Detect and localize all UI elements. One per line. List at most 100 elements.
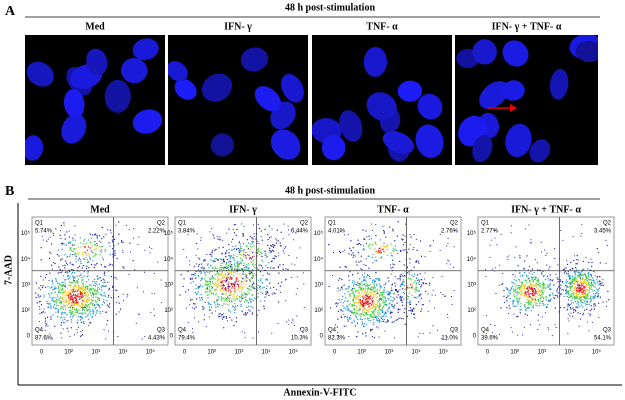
event (367, 274, 368, 275)
event (110, 264, 111, 265)
event (229, 317, 230, 318)
event (248, 255, 249, 256)
event (80, 336, 81, 337)
event (227, 272, 228, 273)
event (577, 275, 578, 276)
event (260, 288, 261, 289)
event (358, 240, 359, 241)
event (413, 247, 414, 248)
event (519, 309, 520, 310)
event (190, 282, 191, 283)
event (118, 243, 119, 244)
event (196, 298, 197, 299)
event (589, 304, 590, 305)
event (83, 246, 84, 247)
event (363, 306, 364, 307)
event (571, 303, 572, 304)
event (583, 294, 584, 295)
quadrant-value: 4.43% (148, 336, 166, 342)
event (381, 286, 382, 287)
event (528, 302, 529, 303)
event (379, 279, 380, 280)
event (114, 252, 115, 253)
event (246, 264, 247, 265)
event (223, 327, 224, 328)
event (380, 239, 381, 240)
event (582, 302, 583, 303)
event (571, 296, 572, 297)
event (246, 268, 247, 269)
event (264, 254, 265, 255)
event (366, 324, 367, 325)
event (416, 284, 417, 285)
event (92, 234, 93, 235)
event (548, 269, 549, 270)
event (581, 297, 582, 298)
event (107, 320, 108, 321)
event (361, 290, 362, 291)
event (523, 286, 524, 287)
event (229, 298, 230, 299)
event (61, 284, 62, 285)
event (433, 240, 434, 241)
event (227, 259, 228, 260)
event (380, 287, 381, 288)
event (64, 305, 65, 306)
quadrant-name: Q1 (35, 221, 44, 227)
event (194, 273, 195, 274)
event (67, 328, 68, 329)
event (100, 294, 101, 295)
event (440, 250, 441, 251)
event (395, 289, 396, 290)
event (212, 287, 213, 288)
event (540, 295, 541, 296)
event (63, 297, 64, 298)
event (418, 291, 419, 292)
event (564, 307, 565, 308)
event (62, 288, 63, 289)
event (538, 314, 539, 315)
y-tick-label: 10⁴ (314, 256, 324, 263)
event (589, 284, 590, 285)
event (281, 232, 282, 233)
event (371, 238, 372, 239)
event (573, 280, 574, 281)
event (363, 248, 364, 249)
event (96, 246, 97, 247)
event (577, 298, 578, 299)
event (590, 310, 591, 311)
event (587, 268, 588, 269)
event (221, 282, 222, 283)
event (247, 294, 248, 295)
x-tick-label: 10² (207, 350, 216, 356)
event (81, 318, 82, 319)
event (605, 240, 606, 241)
event (524, 272, 525, 273)
event (387, 249, 388, 250)
event (430, 251, 431, 252)
event (524, 305, 525, 306)
event (88, 325, 89, 326)
event (53, 297, 54, 298)
event (380, 299, 381, 300)
quadrant-name: Q1 (328, 221, 337, 227)
event (425, 291, 426, 292)
event (233, 271, 234, 272)
event (340, 267, 341, 268)
event (570, 262, 571, 263)
event (252, 307, 253, 308)
event (528, 300, 529, 301)
quadrant-value: 82.3% (328, 336, 346, 342)
event (383, 302, 384, 303)
event (233, 294, 234, 295)
event (61, 272, 62, 273)
event (363, 245, 364, 246)
event (231, 255, 232, 256)
event (157, 262, 158, 263)
event (223, 280, 224, 281)
event (88, 246, 89, 247)
event (272, 244, 273, 245)
event (522, 293, 523, 294)
event (554, 248, 555, 249)
event (534, 279, 535, 280)
